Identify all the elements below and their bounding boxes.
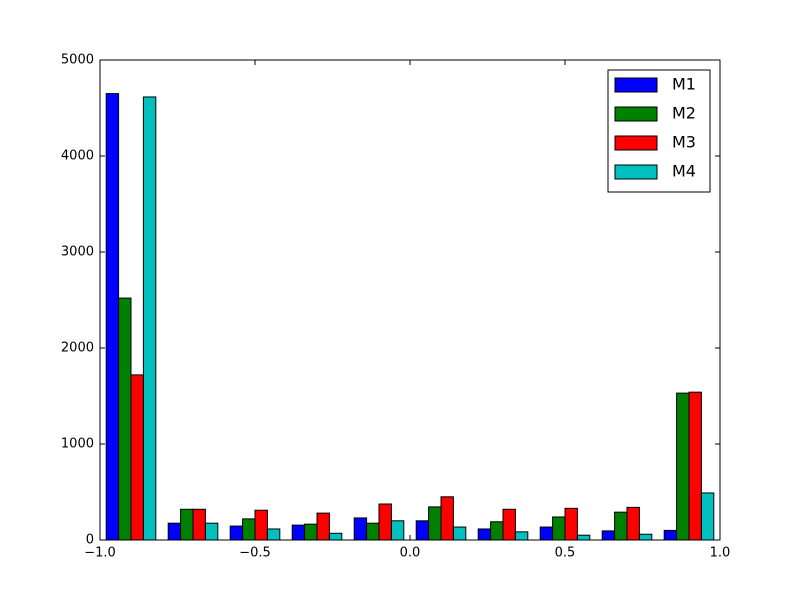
x-tick-label: 0.5 (555, 546, 576, 561)
bar (564, 507, 578, 541)
x-tick-label: 1.0 (710, 546, 731, 561)
y-tick-label: 4000 (61, 149, 94, 164)
bar (440, 496, 454, 541)
bar (688, 391, 702, 541)
bar (316, 512, 330, 541)
x-tick-label: −0.5 (239, 546, 271, 561)
y-tick-label: 3000 (61, 245, 94, 260)
bar (539, 526, 554, 541)
x-tick-label: −1.0 (84, 546, 116, 561)
bar (180, 508, 194, 541)
legend-label: M1 (672, 75, 696, 94)
bar (204, 522, 219, 541)
bar (142, 96, 157, 541)
bar (366, 522, 380, 541)
legend-swatch (614, 106, 658, 122)
legend-label: M2 (672, 104, 696, 123)
bar (378, 503, 392, 541)
y-tick-label: 0 (86, 533, 94, 548)
x-tick-label: 0.0 (400, 546, 421, 561)
bar (328, 532, 343, 541)
bar (502, 508, 516, 541)
bar (452, 526, 467, 541)
y-tick-label: 5000 (61, 53, 94, 68)
legend-label: M4 (672, 162, 696, 181)
bar (626, 506, 640, 541)
bar (304, 523, 318, 541)
bar (118, 297, 132, 541)
bar (663, 529, 678, 541)
bar (130, 374, 144, 541)
bar (614, 511, 628, 541)
bar (428, 506, 442, 541)
bar (353, 517, 368, 541)
bar (229, 525, 244, 541)
legend-label: M3 (672, 133, 696, 152)
legend-swatch (614, 77, 658, 93)
bar (167, 522, 182, 541)
bar (638, 533, 653, 541)
y-tick-label: 1000 (61, 437, 94, 452)
bar (552, 516, 566, 541)
bar (490, 521, 504, 541)
y-tick-label: 2000 (61, 341, 94, 356)
bar (676, 392, 690, 541)
legend-swatch (614, 164, 658, 180)
bar (105, 93, 120, 541)
bar (700, 492, 715, 541)
bar (192, 508, 206, 541)
bar (477, 528, 492, 541)
bar (390, 520, 405, 541)
bar (576, 534, 591, 541)
bar (514, 531, 529, 541)
bar (601, 530, 616, 541)
bar (254, 509, 268, 541)
bar (242, 518, 256, 541)
legend-swatch (614, 135, 658, 151)
bar (291, 524, 306, 541)
bar (415, 520, 430, 541)
bar (266, 528, 281, 541)
